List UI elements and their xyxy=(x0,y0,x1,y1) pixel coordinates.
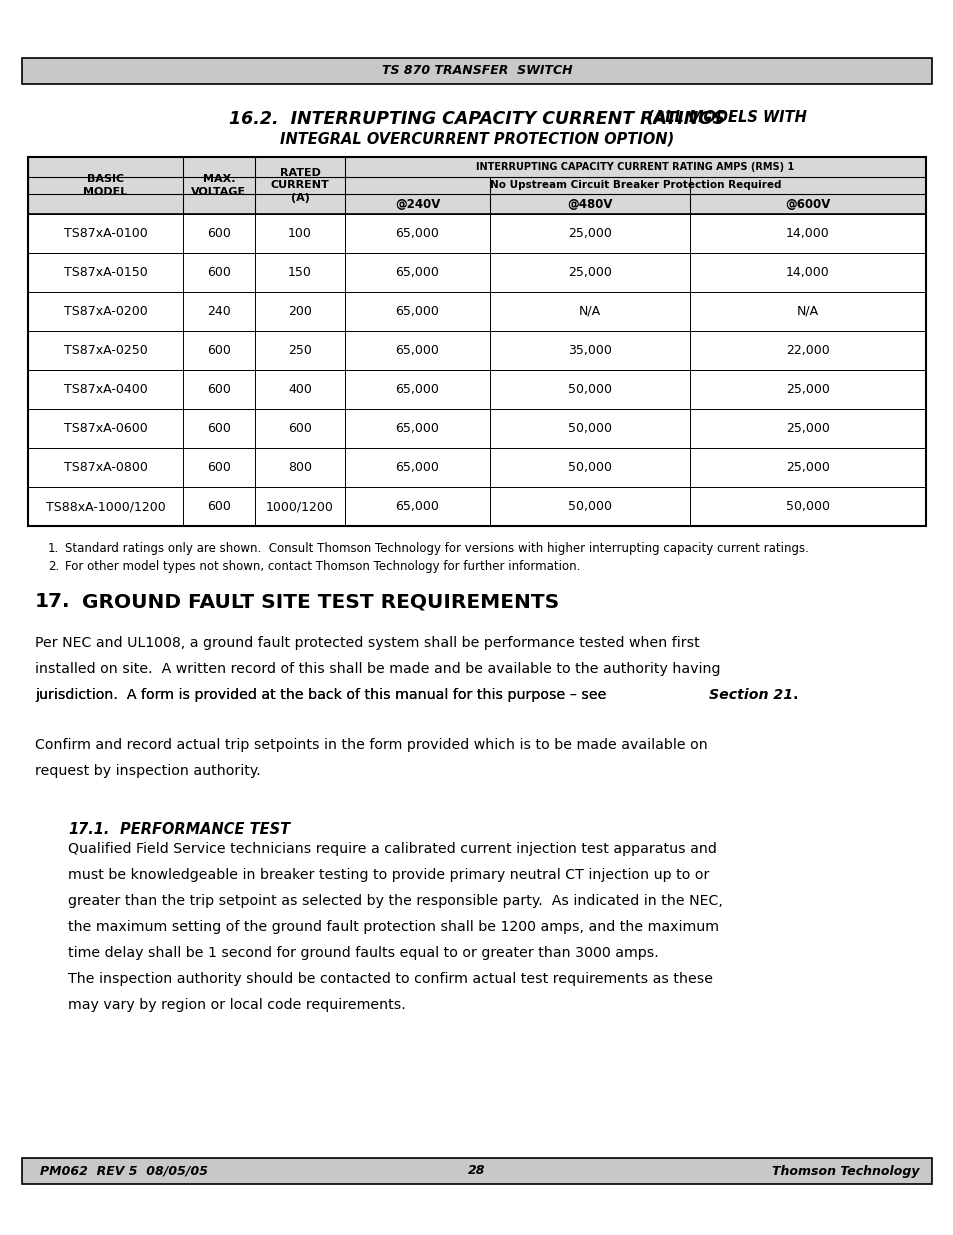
Text: 600: 600 xyxy=(207,266,231,279)
Text: 25,000: 25,000 xyxy=(785,461,829,474)
Text: greater than the trip setpoint as selected by the responsible party.  As indicat: greater than the trip setpoint as select… xyxy=(68,894,722,908)
Text: 600: 600 xyxy=(207,383,231,396)
Text: 25,000: 25,000 xyxy=(785,383,829,396)
Text: Per NEC and UL1008, a ground fault protected system shall be performance tested : Per NEC and UL1008, a ground fault prote… xyxy=(35,636,699,650)
Bar xyxy=(28,214,925,253)
Text: 65,000: 65,000 xyxy=(395,345,439,357)
Text: TS87xA-0400: TS87xA-0400 xyxy=(64,383,147,396)
Text: may vary by region or local code requirements.: may vary by region or local code require… xyxy=(68,998,405,1011)
Text: @600V: @600V xyxy=(784,198,830,210)
Bar xyxy=(22,58,931,84)
Text: 50,000: 50,000 xyxy=(567,500,612,513)
Text: RATED
CURRENT
(A): RATED CURRENT (A) xyxy=(271,168,329,203)
Text: 50,000: 50,000 xyxy=(567,422,612,435)
Text: time delay shall be 1 second for ground faults equal to or greater than 3000 amp: time delay shall be 1 second for ground … xyxy=(68,946,659,960)
Text: PERFORMANCE TEST: PERFORMANCE TEST xyxy=(120,823,290,837)
Text: 200: 200 xyxy=(288,305,312,317)
Text: 65,000: 65,000 xyxy=(395,383,439,396)
Bar xyxy=(22,1158,931,1184)
Text: Qualified Field Service technicians require a calibrated current injection test : Qualified Field Service technicians requ… xyxy=(68,842,716,856)
Text: 50,000: 50,000 xyxy=(785,500,829,513)
Text: 600: 600 xyxy=(207,500,231,513)
Text: TS87xA-0150: TS87xA-0150 xyxy=(64,266,147,279)
Text: 35,000: 35,000 xyxy=(567,345,611,357)
Bar xyxy=(28,409,925,448)
Text: 17.: 17. xyxy=(35,592,71,611)
Text: Standard ratings only are shown.  Consult Thomson Technology for versions with h: Standard ratings only are shown. Consult… xyxy=(65,542,808,555)
Text: 50,000: 50,000 xyxy=(567,461,612,474)
Text: 600: 600 xyxy=(207,422,231,435)
Text: installed on site.  A written record of this shall be made and be available to t: installed on site. A written record of t… xyxy=(35,662,720,676)
Text: TS87xA-0800: TS87xA-0800 xyxy=(64,461,148,474)
Text: request by inspection authority.: request by inspection authority. xyxy=(35,764,260,778)
Text: (ALL MODELS WITH: (ALL MODELS WITH xyxy=(641,110,806,125)
Text: INTEGRAL OVERCURRENT PROTECTION OPTION): INTEGRAL OVERCURRENT PROTECTION OPTION) xyxy=(279,132,674,147)
Text: 240: 240 xyxy=(207,305,231,317)
Text: GROUND FAULT SITE TEST REQUIREMENTS: GROUND FAULT SITE TEST REQUIREMENTS xyxy=(82,592,558,611)
Text: @240V: @240V xyxy=(395,198,439,210)
Text: 25,000: 25,000 xyxy=(567,227,611,240)
Text: 2.: 2. xyxy=(48,559,59,573)
Text: 65,000: 65,000 xyxy=(395,227,439,240)
Text: For other model types not shown, contact Thomson Technology for further informat: For other model types not shown, contact… xyxy=(65,559,579,573)
Text: TS88xA-1000/1200: TS88xA-1000/1200 xyxy=(46,500,165,513)
Text: 16.2.  INTERRUPTING CAPACITY CURRENT RATINGS: 16.2. INTERRUPTING CAPACITY CURRENT RATI… xyxy=(229,110,724,128)
Text: 600: 600 xyxy=(207,345,231,357)
Text: TS 870 TRANSFER  SWITCH: TS 870 TRANSFER SWITCH xyxy=(381,64,572,78)
Text: The inspection authority should be contacted to confirm actual test requirements: The inspection authority should be conta… xyxy=(68,972,712,986)
Text: 25,000: 25,000 xyxy=(785,422,829,435)
Bar xyxy=(28,487,925,526)
Bar xyxy=(28,448,925,487)
Bar xyxy=(28,331,925,370)
Text: INTERRUPTING CAPACITY CURRENT RATING AMPS (RMS) 1: INTERRUPTING CAPACITY CURRENT RATING AMP… xyxy=(476,162,794,172)
Text: 14,000: 14,000 xyxy=(785,227,829,240)
Text: 600: 600 xyxy=(207,227,231,240)
Text: 600: 600 xyxy=(207,461,231,474)
Text: 65,000: 65,000 xyxy=(395,422,439,435)
Text: 14,000: 14,000 xyxy=(785,266,829,279)
Text: 400: 400 xyxy=(288,383,312,396)
Text: 50,000: 50,000 xyxy=(567,383,612,396)
Text: TS87xA-0600: TS87xA-0600 xyxy=(64,422,147,435)
Text: @480V: @480V xyxy=(567,198,612,210)
Bar xyxy=(28,253,925,291)
Text: 1000/1200: 1000/1200 xyxy=(266,500,334,513)
Bar xyxy=(28,157,925,526)
Text: jurisdiction.  A form is provided at the back of this manual for this purpose – : jurisdiction. A form is provided at the … xyxy=(35,688,610,701)
Text: TS87xA-0250: TS87xA-0250 xyxy=(64,345,147,357)
Text: 65,000: 65,000 xyxy=(395,266,439,279)
Text: .: . xyxy=(792,688,798,701)
Text: 800: 800 xyxy=(288,461,312,474)
Text: must be knowledgeable in breaker testing to provide primary neutral CT injection: must be knowledgeable in breaker testing… xyxy=(68,868,709,882)
Text: jurisdiction.  A form is provided at the back of this manual for this purpose – : jurisdiction. A form is provided at the … xyxy=(35,688,610,701)
Text: the maximum setting of the ground fault protection shall be 1200 amps, and the m: the maximum setting of the ground fault … xyxy=(68,920,719,934)
Bar xyxy=(28,157,925,214)
Bar xyxy=(28,291,925,331)
Text: Confirm and record actual trip setpoints in the form provided which is to be mad: Confirm and record actual trip setpoints… xyxy=(35,739,707,752)
Text: N/A: N/A xyxy=(578,305,600,317)
Bar xyxy=(28,157,925,214)
Text: 17.1.: 17.1. xyxy=(68,823,110,837)
Text: 22,000: 22,000 xyxy=(785,345,829,357)
Text: PM062  REV 5  08/05/05: PM062 REV 5 08/05/05 xyxy=(40,1165,208,1177)
Text: 65,000: 65,000 xyxy=(395,461,439,474)
Text: 150: 150 xyxy=(288,266,312,279)
Text: No Upstream Circuit Breaker Protection Required: No Upstream Circuit Breaker Protection R… xyxy=(489,180,781,190)
Text: 100: 100 xyxy=(288,227,312,240)
Bar xyxy=(28,370,925,409)
Text: N/A: N/A xyxy=(796,305,819,317)
Text: TS87xA-0100: TS87xA-0100 xyxy=(64,227,147,240)
Text: Thomson Technology: Thomson Technology xyxy=(772,1165,919,1177)
Text: 65,000: 65,000 xyxy=(395,500,439,513)
Text: 65,000: 65,000 xyxy=(395,305,439,317)
Text: 600: 600 xyxy=(288,422,312,435)
Text: BASIC
MODEL: BASIC MODEL xyxy=(83,174,128,196)
Text: 1.: 1. xyxy=(48,542,59,555)
Text: 28: 28 xyxy=(468,1165,485,1177)
Text: 25,000: 25,000 xyxy=(567,266,611,279)
Text: TS87xA-0200: TS87xA-0200 xyxy=(64,305,147,317)
Text: MAX.
VOLTAGE: MAX. VOLTAGE xyxy=(192,174,246,196)
Text: 250: 250 xyxy=(288,345,312,357)
Text: Section 21: Section 21 xyxy=(708,688,792,701)
